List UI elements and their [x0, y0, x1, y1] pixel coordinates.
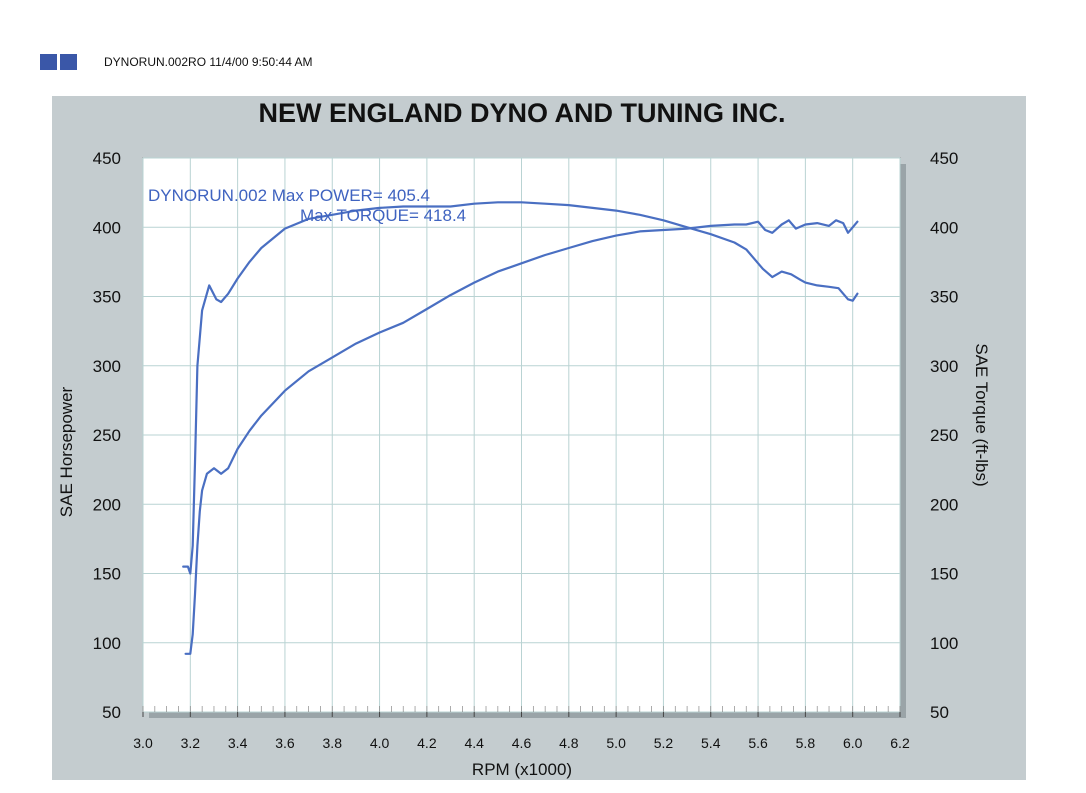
x-tick-label: 5.6 — [748, 735, 768, 751]
x-tick-label: 3.0 — [133, 735, 153, 751]
x-tick-label: 6.0 — [843, 735, 863, 751]
dyno-logo-icon — [60, 54, 77, 70]
y-tick-label-right: 50 — [930, 703, 949, 722]
annotation-max-torque: Max TORQUE= 418.4 — [300, 206, 466, 225]
y-tick-label-left: 300 — [93, 357, 121, 376]
y-tick-label-left: 350 — [93, 288, 121, 307]
x-tick-label: 5.2 — [654, 735, 674, 751]
x-tick-label: 4.6 — [512, 735, 532, 751]
x-tick-label: 5.8 — [796, 735, 816, 751]
plot-area — [142, 157, 906, 718]
y-tick-label-right: 350 — [930, 288, 958, 307]
x-tick-label: 5.4 — [701, 735, 721, 751]
y-tick-label-right: 200 — [930, 495, 958, 514]
x-tick-label: 4.4 — [464, 735, 484, 751]
y-tick-label-left: 400 — [93, 218, 121, 237]
grid — [142, 157, 901, 713]
y-axis-label-right: SAE Torque (ft-lbs) — [972, 343, 991, 486]
x-tick-label: 4.0 — [370, 735, 390, 751]
series-line-2 — [182, 201, 859, 575]
axis-ticks: 3.0 3.2 3.4 3.6 3.8 4.0 4.2 4.4 4.6 4.8 5.0 5.2 5.4 5… — [93, 149, 959, 751]
y-tick-label-right: 150 — [930, 565, 958, 584]
y-tick-label-left: 100 — [93, 634, 121, 653]
x-tick-label: 3.6 — [275, 735, 295, 751]
x-axis-label: RPM (x1000) — [472, 760, 572, 779]
y-tick-label-right: 100 — [930, 634, 958, 653]
dyno-logo-icon — [40, 54, 57, 70]
y-tick-label-left: 50 — [102, 703, 121, 722]
y-tick-label-right: 450 — [930, 149, 958, 168]
run-header-text: DYNORUN.002RO 11/4/00 9:50:44 AM — [104, 55, 313, 69]
y-tick-label-right: 300 — [930, 357, 958, 376]
y-tick-label-right: 400 — [930, 218, 958, 237]
annotation-max-power: DYNORUN.002 Max POWER= 405.4 — [148, 186, 430, 205]
x-tick-label: 6.2 — [890, 735, 910, 751]
x-tick-label: 3.8 — [323, 735, 343, 751]
y-axis-label-left: SAE Horsepower — [57, 386, 76, 517]
y-tick-label-right: 250 — [930, 426, 958, 445]
y-tick-label-left: 200 — [93, 495, 121, 514]
chart-title: NEW ENGLAND DYNO AND TUNING INC. — [259, 98, 786, 128]
x-tick-label: 4.2 — [417, 735, 437, 751]
y-tick-label-left: 250 — [93, 426, 121, 445]
report-header: DYNORUN.002RO 11/4/00 9:50:44 AM — [40, 52, 313, 72]
y-tick-label-left: 450 — [93, 149, 121, 168]
x-tick-label: 4.8 — [559, 735, 579, 751]
series-layer — [182, 201, 859, 655]
y-tick-label-left: 150 — [93, 565, 121, 584]
x-tick-label: 3.4 — [228, 735, 248, 751]
x-tick-label: 3.2 — [181, 735, 201, 751]
x-tick-label: 5.0 — [606, 735, 626, 751]
series-line-1 — [184, 219, 859, 655]
